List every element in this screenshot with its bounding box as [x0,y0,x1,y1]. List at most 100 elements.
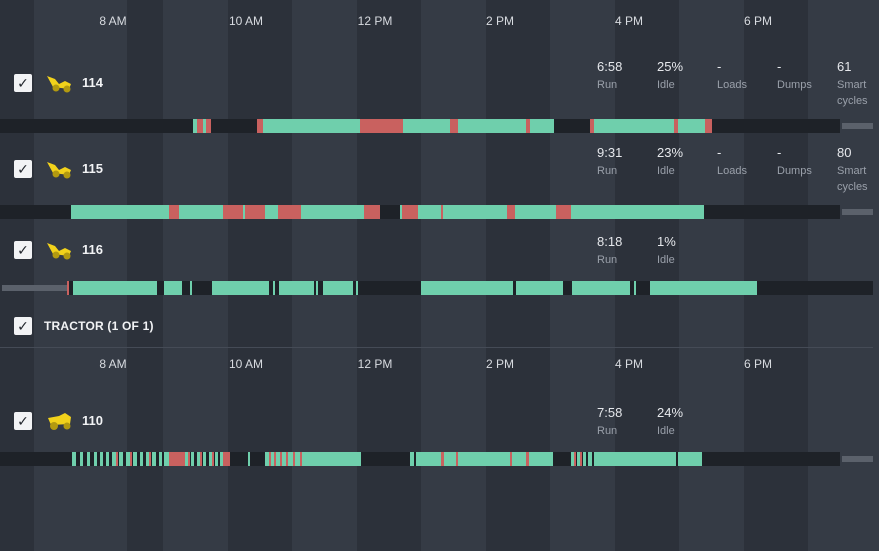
run-segment [273,281,275,295]
run-segment [572,281,630,295]
axis-tick-label: 4 PM [614,357,644,371]
run-segment [212,281,269,295]
run-segment [190,281,192,295]
unit-checkbox[interactable]: ✓ [14,241,32,259]
idle-segment [364,205,380,219]
idle-segment [223,452,230,466]
wheel-loader-icon [47,162,71,179]
run-segment [301,205,364,219]
run-segment [159,452,162,466]
hour-band [163,0,228,551]
idle-segment [507,205,515,219]
run-segment [164,281,182,295]
run-segment [282,452,286,466]
run-segment [271,452,274,466]
smart-cycles-label: cycles [837,95,868,107]
idle-label: Idle [657,425,675,437]
run-segment [571,205,704,219]
activity-timeline [0,119,840,133]
idle-segment [188,452,190,466]
run-segment [146,452,149,466]
idle-segment [274,452,276,466]
run-segment [203,452,206,466]
run-segment [577,452,580,466]
run-segment [209,452,212,466]
group-checkbox[interactable]: ✓ [14,317,32,335]
dumps-value: - [777,145,782,160]
idle-segment [300,452,302,466]
run-segment [650,281,757,295]
idle-segment [257,119,263,133]
run-segment [80,452,83,466]
run-segment [356,281,358,295]
run-segment [243,205,245,219]
idle-segment [212,452,214,466]
timeline-stub [842,209,873,215]
unit-name[interactable]: 116 [82,242,103,257]
idle-segment [360,119,403,133]
unit-checkbox[interactable]: ✓ [14,160,32,178]
timeline-stub [842,456,873,462]
axis-tick-label: 10 AM [228,14,264,28]
run-segment [197,452,200,466]
idle-segment [705,119,712,133]
run-segment [516,281,563,295]
run-segment [191,452,194,466]
run-segment [87,452,90,466]
smart-cycles-label: cycles [837,181,868,193]
idle-segment [441,205,443,219]
unit-checkbox[interactable]: ✓ [14,74,32,92]
smart-cycles-value: 80 [837,145,852,160]
run-segment [458,452,510,466]
run-segment [323,281,353,295]
unit-name[interactable]: 114 [82,75,103,90]
run-segment [215,452,218,466]
run-segment [73,281,157,295]
idle-percent-value: 25% [657,59,684,74]
run-segment [193,119,197,133]
idle-segment [200,452,202,466]
run-segment [416,452,441,466]
run-segment [106,452,109,466]
idle-segment [456,452,458,466]
unit-name[interactable]: 110 [82,413,103,428]
idle-segment [280,452,282,466]
group-title[interactable]: TRACTOR (1 OF 1) [44,319,154,333]
run-segment [594,452,676,466]
idle-segment [450,119,458,133]
run-segment [571,452,574,466]
run-label: Run [597,79,618,91]
idle-segment [169,452,185,466]
wheel-loader-icon [47,76,71,93]
run-segment [594,119,674,133]
run-segment [583,452,586,466]
run-segment [265,205,278,219]
tractor-icon [48,413,71,430]
idle-segment [245,205,265,219]
run-segment [112,452,116,466]
idle-percent-value: 1% [657,234,676,249]
run-segment [444,452,456,466]
unit-checkbox[interactable]: ✓ [14,412,32,430]
hour-band [421,0,486,551]
run-segment [133,452,137,466]
axis-tick-label: 4 PM [614,14,644,28]
idle-segment [293,452,295,466]
unit-name[interactable]: 115 [82,161,103,176]
idle-segment [149,452,151,466]
axis-tick-label: 6 PM [743,14,773,28]
idle-segment [526,119,530,133]
run-segment [295,452,300,466]
run-segment [248,452,250,466]
idle-segment [67,281,69,295]
dumps-label: Dumps [777,79,812,91]
run-segment [678,452,702,466]
run-segment [678,119,705,133]
idle-segment [116,452,118,466]
activity-timeline [67,281,873,295]
activity-timeline [0,205,840,219]
idle-segment [526,452,529,466]
run-segment [302,452,361,466]
run-segment [421,281,513,295]
idle-label: Idle [657,79,675,91]
